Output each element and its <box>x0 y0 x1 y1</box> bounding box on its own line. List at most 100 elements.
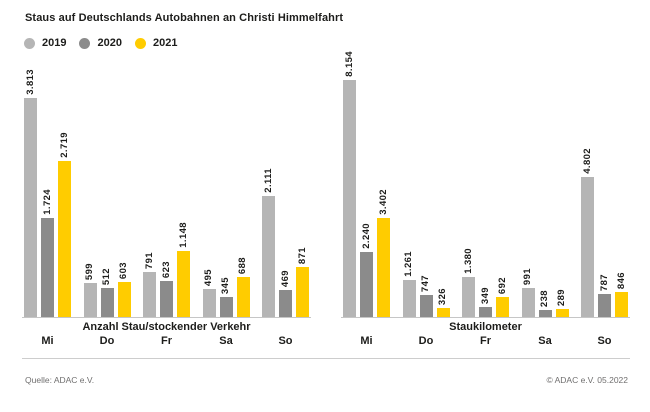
bar-value-label: 289 <box>556 288 568 306</box>
bar-value-label: 688 <box>237 256 249 274</box>
bar-group-So: 4.802 787 846 <box>581 148 628 317</box>
bar-value-label: 599 <box>84 262 96 280</box>
bar-value-label: 326 <box>437 287 449 305</box>
bar-2021-Fr <box>496 297 509 317</box>
legend-label: 2021 <box>152 37 178 49</box>
plot-area: 8.154 2.240 3.402 1.261 747 326 1.380 349 692 991… <box>341 51 630 318</box>
bar-column: 512 <box>100 267 114 317</box>
bar-column: 495 <box>202 269 216 317</box>
bar-column: 4.802 <box>581 148 594 317</box>
bar-column: 3.402 <box>377 189 390 317</box>
bar-2019-Mi <box>343 80 356 317</box>
footer: Quelle: ADAC e.V. © ADAC e.V. 05.2022 <box>25 375 628 385</box>
axis-title: Staukilometer <box>449 321 522 333</box>
copyright-note: © ADAC e.V. 05.2022 <box>546 375 628 385</box>
legend: 2019 2020 2021 <box>24 37 177 49</box>
category-label-Sa: Sa <box>219 335 233 348</box>
bar-column: 1.261 <box>402 251 416 317</box>
source-note: Quelle: ADAC e.V. <box>25 375 95 385</box>
bar-2020-Mi <box>360 252 373 317</box>
bar-column: 349 <box>479 287 492 317</box>
bar-value-label: 2.240 <box>360 223 372 249</box>
bar-2019-Sa <box>521 288 535 317</box>
legend-dot-icon <box>134 37 146 49</box>
chart-panel-staukilometer: 8.154 2.240 3.402 1.261 747 326 1.380 349 692 991… <box>341 51 630 347</box>
legend-label: 2020 <box>97 37 122 49</box>
bar-2019-Do <box>402 280 416 317</box>
category-label-Fr: Fr <box>480 335 491 348</box>
bar-group-Sa: 495 345 688 <box>202 256 250 317</box>
bar-value-label: 1.261 <box>403 251 415 277</box>
category-label-Do: Do <box>418 335 434 348</box>
category-label-Do: Do <box>99 335 115 348</box>
legend-item-2020: 2020 <box>79 37 122 49</box>
bar-2021-Sa <box>555 309 569 317</box>
bar-group-Fr: 1.380 349 692 <box>462 248 509 317</box>
bar-value-label: 512 <box>101 267 113 285</box>
page-title: Staus auf Deutschlands Autobahnen an Chr… <box>25 12 344 24</box>
bar-2020-Mi <box>41 218 54 317</box>
bar-2020-Sa <box>219 297 233 317</box>
bar-value-label: 692 <box>496 276 508 294</box>
bar-2020-Do <box>100 288 114 317</box>
category-label-Sa: Sa <box>538 335 552 348</box>
category-axis: Mi Do Fr Sa So <box>341 335 630 347</box>
legend-item-2021: 2021 <box>134 37 178 49</box>
category-label-So: So <box>278 335 293 348</box>
bar-column: 345 <box>219 276 233 317</box>
bar-2020-Do <box>419 295 433 317</box>
bar-value-label: 603 <box>118 261 130 279</box>
charts-area: 3.813 1.724 2.719 599 512 603 791 623 1.148 495 34… <box>22 51 630 347</box>
bar-column: 238 <box>538 289 552 317</box>
bar-column: 2.719 <box>58 132 71 317</box>
bar-column: 3.813 <box>24 69 37 317</box>
bar-value-label: 747 <box>420 274 432 292</box>
bar-column: 326 <box>436 287 450 317</box>
legend-dot-icon <box>79 37 91 49</box>
bar-2020-Sa <box>538 310 552 317</box>
bar-column: 599 <box>83 262 97 317</box>
chart-panel-anzahl: 3.813 1.724 2.719 599 512 603 791 623 1.148 495 34… <box>22 57 311 347</box>
bar-2019-Sa <box>202 289 216 317</box>
bar-value-label: 8.154 <box>343 51 355 77</box>
category-label-Fr: Fr <box>161 335 172 348</box>
bar-2020-So <box>598 294 611 317</box>
bar-2021-So <box>296 267 309 317</box>
bar-value-label: 846 <box>615 271 627 289</box>
bar-2021-Fr <box>177 251 190 317</box>
bar-2021-Sa <box>236 277 250 317</box>
bar-value-label: 1.724 <box>41 189 53 215</box>
bar-value-label: 345 <box>220 276 232 294</box>
bar-2021-Do <box>436 308 450 317</box>
bar-2021-Mi <box>377 218 390 317</box>
bar-column: 469 <box>279 270 292 317</box>
bar-column: 787 <box>598 274 611 317</box>
bar-value-label: 238 <box>539 289 551 307</box>
bar-value-label: 2.111 <box>262 168 274 193</box>
bar-column: 2.240 <box>360 223 373 317</box>
bar-column: 791 <box>143 252 156 317</box>
bar-value-label: 4.802 <box>581 148 593 174</box>
bar-2020-So <box>279 290 292 317</box>
bar-group-Mi: 3.813 1.724 2.719 <box>24 69 71 317</box>
bar-2019-Fr <box>462 277 475 317</box>
bar-group-Do: 599 512 603 <box>83 261 131 317</box>
bar-2019-So <box>581 177 594 317</box>
bar-group-So: 2.111 469 871 <box>262 168 309 317</box>
legend-item-2019: 2019 <box>24 37 66 49</box>
bar-column: 8.154 <box>343 51 356 317</box>
bar-2019-Fr <box>143 272 156 317</box>
bar-2021-So <box>615 292 628 317</box>
category-axis: Mi Do Fr Sa So <box>22 335 311 347</box>
bar-value-label: 791 <box>143 251 155 269</box>
bar-2021-Mi <box>58 161 71 317</box>
bar-column: 688 <box>236 256 250 317</box>
bar-column: 871 <box>296 247 309 317</box>
bar-column: 1.148 <box>177 222 190 317</box>
legend-label: 2019 <box>42 37 67 49</box>
bar-value-label: 1.380 <box>462 248 474 274</box>
bar-2021-Do <box>117 282 131 317</box>
category-label-Mi: Mi <box>41 335 54 348</box>
category-label-So: So <box>597 335 612 348</box>
